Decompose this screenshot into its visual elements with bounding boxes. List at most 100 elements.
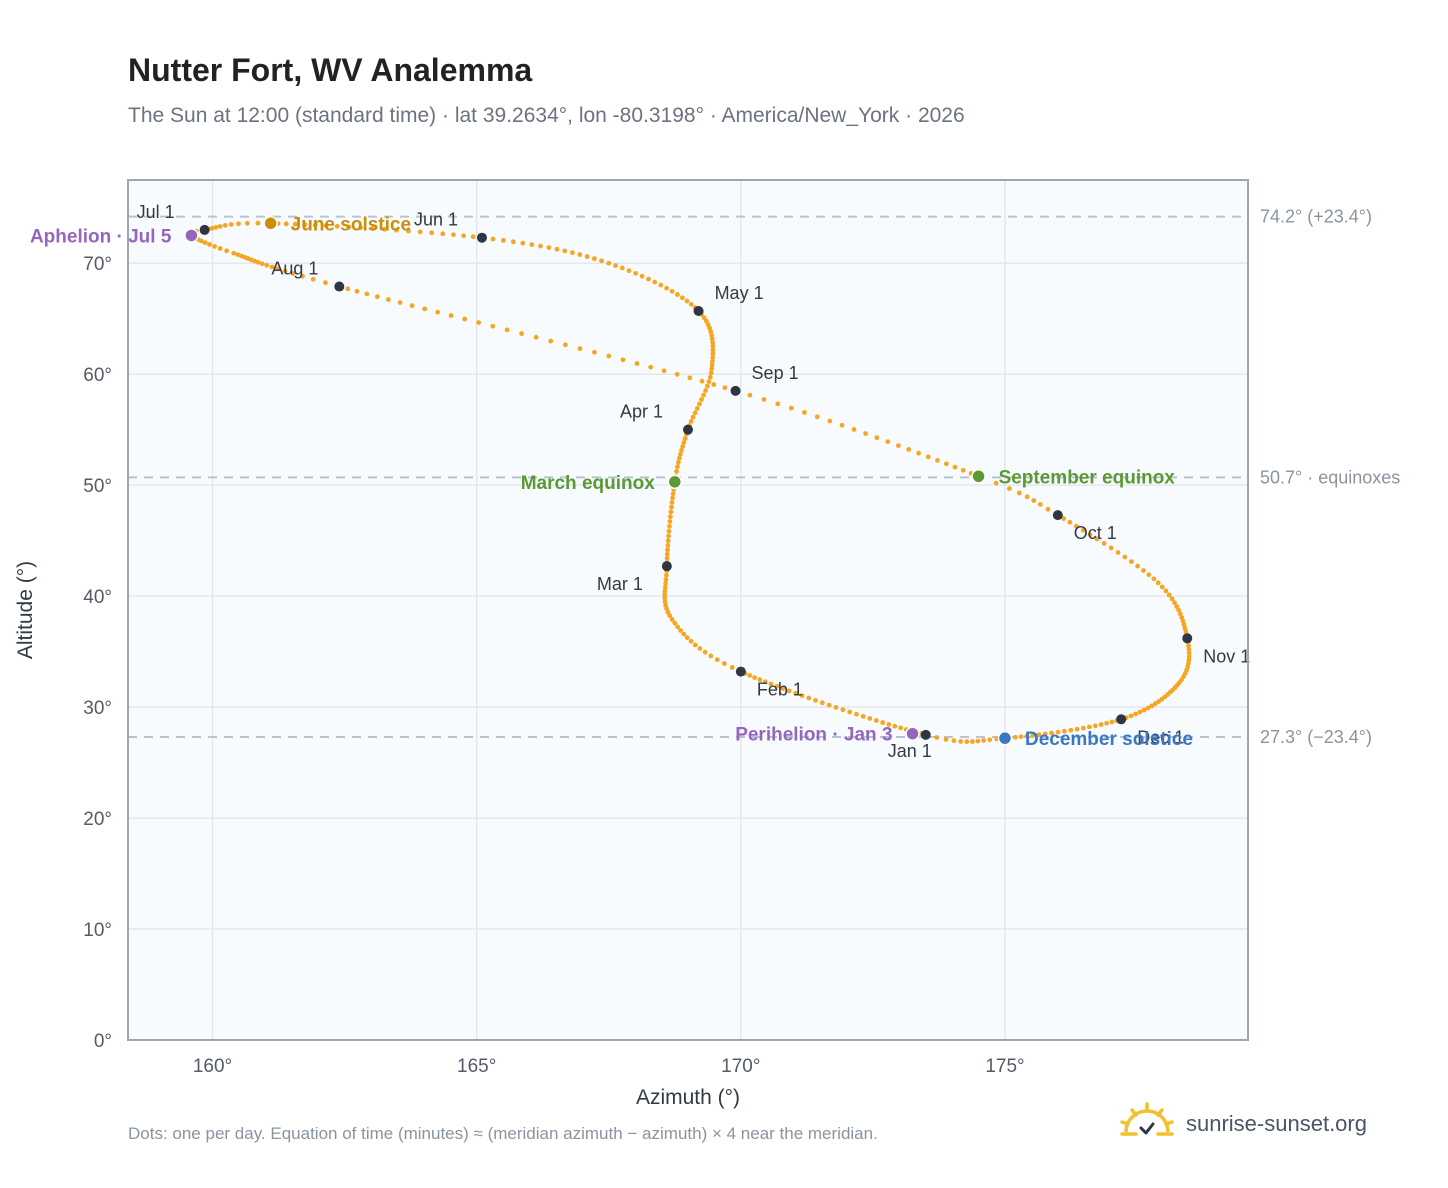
day-dot [987,737,993,743]
day-dot [646,276,651,282]
day-dot [814,414,820,420]
day-dot [1031,498,1037,503]
event-marker [184,228,199,243]
day-dot [283,221,289,227]
day-dot [658,282,664,288]
day-dot [222,222,228,228]
day-dot [906,447,912,452]
day-dot [710,343,716,349]
day-dot [1135,563,1141,569]
day-dot [886,721,892,727]
day-dot [665,547,670,553]
month-label: Mar 1 [597,574,643,594]
chart-subtitle: The Sun at 12:00 (standard time) · lat 3… [128,104,965,127]
y-tick-label: 0° [94,1031,112,1052]
day-dot [925,454,931,460]
day-dot [662,599,668,605]
day-dot [703,318,709,324]
day-dot [666,528,672,534]
day-dot [300,273,305,279]
day-dot [448,313,454,318]
day-dot [255,220,261,226]
day-dot [259,261,265,267]
y-tick-label: 70° [83,254,112,275]
day-dot [310,276,316,282]
day-dot [747,392,753,398]
day-dot [667,519,673,524]
day-dot [682,436,688,441]
day-dot [704,383,710,389]
y-tick-label: 40° [83,587,112,608]
day-dot [833,705,839,710]
day-dot [710,340,716,346]
day-dot [1073,523,1079,529]
day-dot [780,686,786,692]
day-dot [668,509,674,515]
day-dot [1155,580,1161,586]
day-dot [212,243,217,249]
day-dot [358,225,363,231]
day-dot [209,225,215,231]
day-dot [1186,643,1191,649]
day-dot [851,427,857,432]
day-dot [577,252,583,257]
brand-link[interactable]: sunrise-sunset.org [1120,1101,1367,1146]
day-dot [1186,647,1192,652]
day-dot [806,695,812,701]
day-dot [662,595,668,601]
day-dot [462,316,468,322]
month-marker [735,666,746,677]
brand-name: sunrise-sunset.org [1186,1111,1367,1136]
day-dot [244,220,250,226]
day-dot [786,688,792,694]
month-marker [199,224,210,235]
month-label: Dec 1 [1137,727,1184,747]
reference-line-label: 74.2° (+23.4°) [1260,207,1372,227]
day-dot [885,439,891,445]
day-dot [1151,576,1157,582]
day-dot [1042,731,1048,737]
day-dot [665,538,671,544]
day-dot [584,254,590,259]
day-dot [710,358,715,364]
day-dot [839,422,845,428]
day-dot [666,533,671,539]
day-dot [672,620,678,626]
day-dot [863,431,868,436]
day-dot [409,303,415,309]
day-dot [826,702,832,708]
day-dot [692,642,698,648]
day-dot [662,588,668,594]
month-label: Apr 1 [620,402,663,422]
day-dot [669,504,674,510]
event-marker [263,216,278,231]
day-dot [708,653,714,659]
day-dot [747,673,753,678]
event-marker [971,469,986,484]
day-dot [935,458,940,463]
day-dot [934,735,940,740]
day-dot [1169,596,1175,602]
month-marker [693,305,704,316]
y-tick-label: 30° [83,698,112,719]
day-dot [1128,559,1134,564]
day-dot [633,270,639,276]
event-label: September equinox [999,467,1176,488]
day-dot [667,523,672,529]
day-dot [620,357,626,363]
day-dot [213,224,219,230]
day-dot [520,240,526,246]
day-dot [519,331,524,336]
day-dot [252,258,257,264]
day-dot [674,292,680,297]
day-dot [663,573,669,578]
day-dot [490,323,496,329]
day-dot [1152,701,1158,707]
day-dot [577,346,583,351]
month-label: Jan 1 [888,741,932,761]
day-dot [440,231,446,237]
day-dot [207,242,212,247]
day-dot [981,738,986,743]
event-label: June solstice [291,214,411,235]
day-dot [554,246,560,252]
